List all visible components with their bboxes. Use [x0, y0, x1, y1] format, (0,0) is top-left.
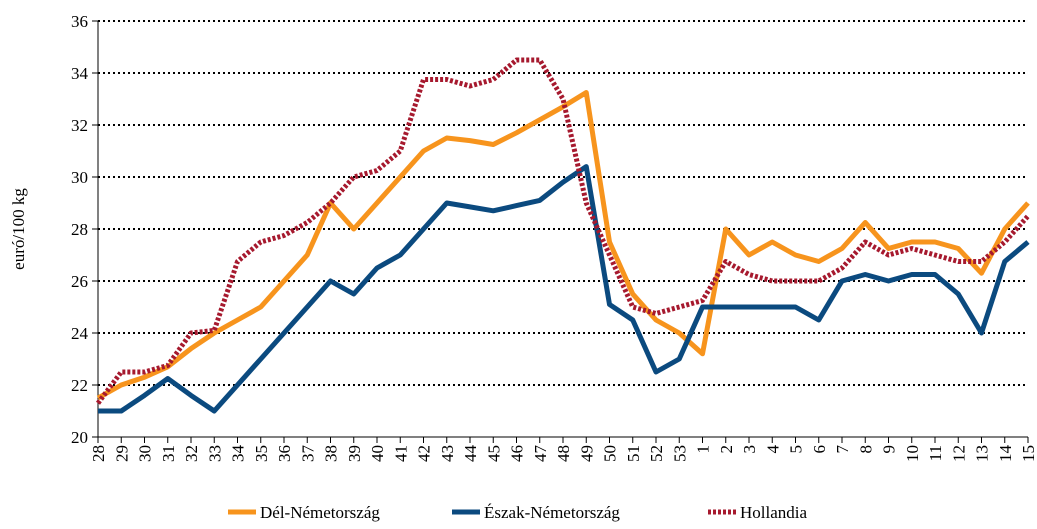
x-tick-label: 41	[391, 445, 410, 462]
x-tick-label: 13	[973, 445, 992, 462]
y-tick-label: 22	[71, 376, 88, 395]
x-tick-label: 10	[903, 445, 922, 462]
y-tick-label: 26	[71, 272, 88, 291]
x-tick-label: 51	[624, 445, 643, 462]
x-tick-label: 3	[740, 445, 759, 454]
x-tick-label: 38	[322, 445, 341, 462]
x-tick-label: 48	[554, 445, 573, 462]
series-line	[98, 164, 1030, 414]
x-tick-label: 12	[949, 445, 968, 462]
x-tick-label: 33	[205, 445, 224, 462]
y-tick-label: 34	[71, 64, 89, 83]
x-tick-label: 6	[810, 445, 829, 454]
x-tick-label: 7	[833, 445, 852, 454]
x-tick-label: 50	[601, 445, 620, 462]
y-tick-label: 28	[71, 220, 88, 239]
x-tick-label: 53	[670, 445, 689, 462]
x-tick-label: 47	[531, 445, 550, 463]
legend-label: Észak-Németország	[484, 503, 620, 522]
x-tick-label: 15	[1019, 445, 1037, 462]
y-tick-label: 20	[71, 428, 88, 447]
x-tick-label: 37	[298, 445, 317, 463]
x-tick-label: 8	[856, 445, 875, 454]
x-tick-label: 42	[415, 445, 434, 462]
x-tick-label: 34	[229, 445, 248, 463]
x-tick-label: 35	[252, 445, 271, 462]
series-line	[96, 90, 1030, 401]
x-tick-label: 14	[996, 445, 1015, 463]
x-tick-label: 36	[275, 445, 294, 462]
x-tick-label: 31	[159, 445, 178, 462]
x-tick-label: 9	[880, 445, 899, 454]
y-tick-label: 32	[71, 116, 88, 135]
x-tick-label: 40	[368, 445, 387, 462]
x-tick-label: 29	[112, 445, 131, 462]
x-tick-label: 32	[182, 445, 201, 462]
y-tick-label: 30	[71, 168, 88, 187]
x-tick-label: 49	[577, 445, 596, 462]
legend-label: Dél-Németország	[260, 503, 380, 522]
series-line	[95, 57, 1030, 405]
y-axis-label: euró/100 kg	[9, 188, 28, 270]
x-tick-label: 39	[345, 445, 364, 462]
x-tick-label: 2	[717, 445, 736, 454]
x-tick-label: 52	[647, 445, 666, 462]
x-tick-label: 28	[89, 445, 108, 462]
x-tick-label: 4	[763, 445, 782, 454]
legend-label: Hollandia	[740, 503, 807, 522]
x-tick-label: 5	[787, 445, 806, 454]
y-tick-label: 36	[71, 12, 88, 31]
x-tick-label: 44	[461, 445, 480, 463]
y-tick-label: 24	[71, 324, 89, 343]
x-tick-label: 11	[926, 445, 945, 461]
x-tick-label: 1	[694, 445, 713, 454]
x-tick-label: 43	[438, 445, 457, 462]
x-tick-label: 46	[508, 445, 527, 462]
x-tick-label: 30	[136, 445, 155, 462]
x-tick-label: 45	[484, 445, 503, 462]
